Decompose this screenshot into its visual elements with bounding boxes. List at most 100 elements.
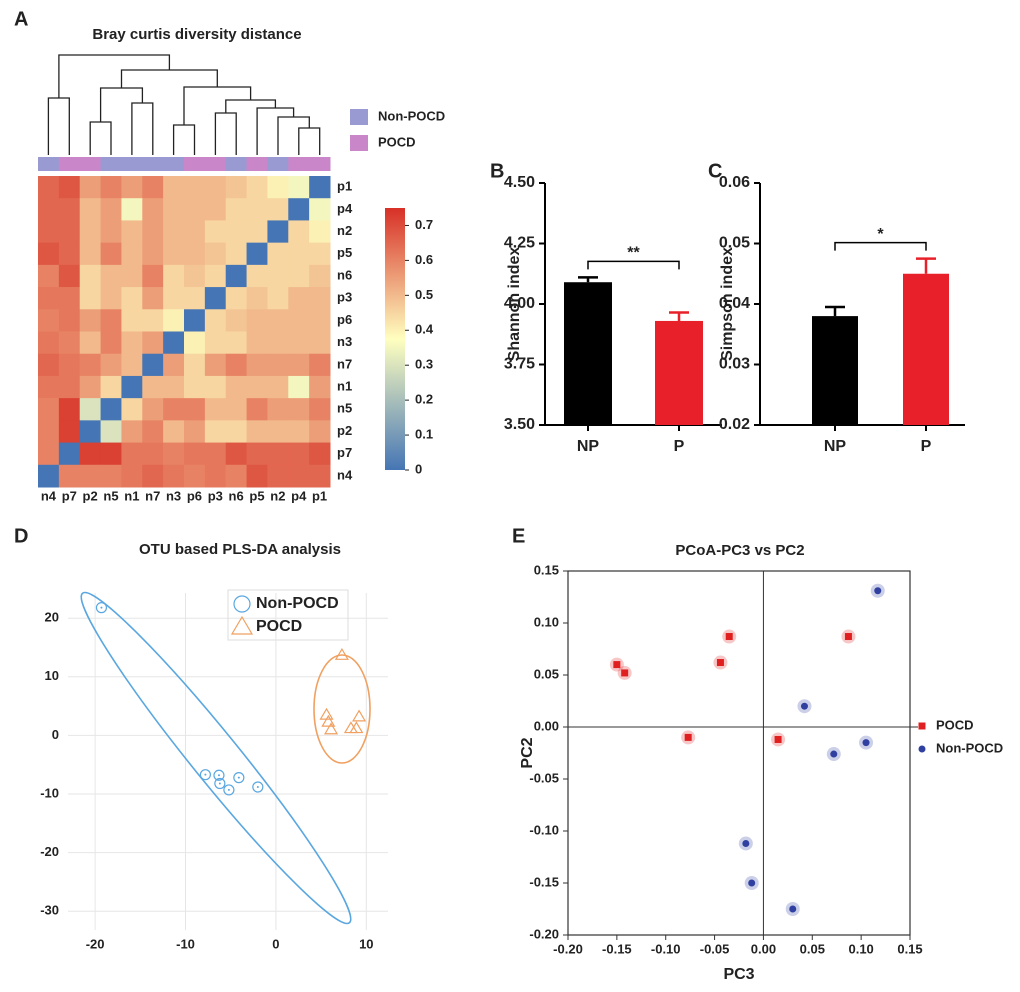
y-tick-label: p7: [337, 445, 352, 460]
x-tick-label: 0.10: [848, 941, 873, 956]
heat-cell: [246, 176, 268, 199]
y-tick-label: 4.50: [504, 174, 535, 191]
heat-cell: [121, 287, 143, 310]
heat-cell: [225, 309, 248, 332]
point: [716, 659, 724, 667]
bar: [655, 320, 703, 425]
heat-cell: [267, 353, 289, 377]
y-tick-label: 0: [52, 727, 59, 742]
legend-label: Non-POCD: [378, 108, 445, 123]
heat-cell: [100, 398, 122, 421]
heat-cell: [38, 176, 60, 199]
heat-cell: [58, 220, 81, 244]
heat-cell: [246, 264, 268, 288]
y-tick-label: n3: [337, 334, 352, 349]
x-tick-label: p3: [208, 488, 223, 503]
colorbar-tick-label: 0: [415, 461, 422, 476]
y-tick-label: -0.10: [529, 822, 559, 837]
y-tick-label: -30: [40, 903, 59, 918]
heat-cell: [204, 198, 227, 221]
group-cell: [288, 157, 310, 171]
heat-cell: [225, 198, 248, 221]
heat-cell: [225, 353, 248, 377]
heat-cell: [79, 353, 102, 377]
heat-cell: [79, 242, 102, 266]
heat-cell: [288, 309, 310, 332]
colorbar-tick-label: 0.2: [415, 392, 433, 407]
point: [621, 669, 629, 677]
legend-box: [227, 589, 349, 641]
heat-cell: [121, 420, 143, 444]
heat-cell: [267, 464, 289, 488]
point: [725, 633, 733, 641]
group-cell: [184, 157, 206, 171]
heat-cell: [58, 420, 81, 444]
group-cell: [121, 157, 143, 171]
heat-cell: [38, 420, 60, 444]
point-center: [204, 773, 207, 776]
heat-cell: [184, 176, 206, 199]
group-cell: [38, 157, 60, 171]
heat-cell: [100, 264, 122, 288]
y-tick-label: 3.75: [504, 356, 535, 373]
point: [830, 750, 838, 758]
colorbar-tick-label: 0.5: [415, 287, 433, 302]
heat-cell: [79, 442, 102, 466]
heat-cell: [100, 353, 122, 377]
point: [319, 707, 334, 720]
heat-cell: [225, 331, 248, 355]
heat-cell: [163, 242, 185, 266]
y-tick-label: n4: [337, 467, 353, 482]
chart-title: PCoA-PC3 vs PC2: [675, 542, 804, 559]
confidence-ellipse: [80, 591, 352, 925]
heat-cell: [142, 309, 164, 332]
heat-cell: [309, 220, 331, 244]
heat-cell: [184, 220, 206, 244]
x-tick-label: n3: [166, 488, 181, 503]
y-tick-label: 3.50: [504, 416, 535, 433]
x-tick-label: NP: [824, 438, 847, 455]
x-tick-label: n2: [270, 488, 285, 503]
heat-cell: [309, 398, 331, 421]
point: [214, 777, 226, 790]
group-cell: [225, 157, 248, 171]
point: [233, 772, 245, 784]
heat-cell: [142, 242, 164, 266]
heat-cell: [267, 420, 289, 444]
heat-cell: [309, 464, 331, 488]
heat-cell: [142, 220, 164, 244]
group-cell: [163, 157, 185, 171]
x-tick-label: NP: [577, 438, 600, 455]
significance-label: **: [627, 245, 640, 262]
heat-cell: [288, 375, 310, 399]
heat-cell: [246, 309, 268, 332]
colorbar: [385, 208, 405, 470]
y-tick-label: -0.15: [529, 874, 559, 889]
heat-cell: [100, 442, 122, 466]
heat-cell: [184, 398, 206, 421]
heat-cell: [58, 464, 81, 488]
heat-cell: [288, 242, 310, 266]
heat-cell: [204, 420, 227, 444]
heat-cell: [246, 353, 268, 377]
y-tick-label: 0.03: [719, 356, 750, 373]
y-tick-label: 0.06: [719, 174, 750, 191]
x-tick-label: p2: [83, 488, 98, 503]
heat-cell: [58, 375, 81, 399]
y-tick-label: -0.20: [529, 926, 559, 941]
y-tick-label: 0.00: [534, 718, 559, 733]
heat-cell: [225, 220, 248, 244]
legend-marker: [918, 722, 926, 730]
y-tick-label: p1: [337, 179, 352, 194]
heat-cell: [309, 309, 331, 332]
panel-label: C: [708, 160, 722, 182]
legend-label: Non-POCD: [256, 595, 339, 612]
heat-cell: [309, 264, 331, 288]
point-center: [227, 788, 230, 791]
heat-cell: [204, 464, 227, 488]
point-center: [100, 606, 103, 609]
plot-frame: [567, 570, 911, 936]
heat-cell: [38, 220, 60, 244]
heat-cell: [204, 242, 227, 266]
